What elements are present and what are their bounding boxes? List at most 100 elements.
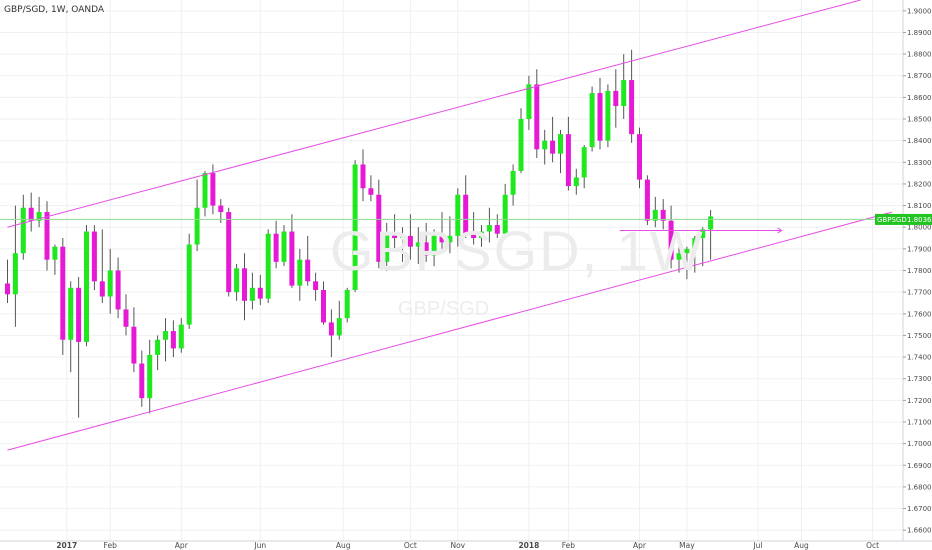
time-tick-label: Jun	[253, 541, 266, 550]
candle-body	[257, 287, 263, 299]
candle-body	[534, 84, 540, 150]
candle-body	[321, 289, 326, 323]
price-tick-label: 1.84000	[907, 137, 932, 145]
candle-body	[550, 140, 556, 154]
candle-body	[28, 207, 34, 221]
grid-lines	[0, 0, 903, 541]
candle-body	[52, 246, 58, 260]
candle-body	[178, 324, 184, 349]
price-tick-label: 1.86000	[907, 94, 932, 102]
time-tick-label: Nov	[450, 541, 465, 550]
candle-body	[486, 225, 492, 232]
candle-body	[542, 140, 548, 150]
channel-lower-line	[7, 211, 893, 451]
candle-body	[12, 253, 18, 295]
candle-body	[684, 248, 690, 254]
candle-body	[210, 173, 216, 206]
candle-body	[194, 207, 200, 245]
candle-body	[439, 235, 445, 243]
candle-body	[558, 134, 563, 154]
candle-body	[265, 233, 271, 299]
candle-body	[708, 216, 714, 230]
price-tick-label: 1.88000	[907, 51, 932, 59]
candle-body	[289, 231, 295, 286]
candle-body	[613, 90, 619, 107]
candle-body	[581, 147, 587, 178]
candle-body	[471, 233, 477, 239]
time-tick-label: 2017	[56, 541, 77, 550]
time-tick-label: Oct	[404, 541, 417, 550]
candle-body	[597, 93, 603, 141]
candle-body	[502, 194, 508, 234]
candle-body	[447, 235, 453, 243]
candle-body	[107, 270, 113, 297]
candle-body	[36, 212, 42, 221]
candle-body	[313, 281, 319, 290]
price-tick-label: 1.75000	[907, 332, 932, 340]
drawings	[0, 0, 903, 451]
candle-body	[115, 270, 121, 310]
price-scale: 1.66000 1.67000 1.68000 1.69000 1.70000 1.710…	[903, 7, 932, 535]
candle-body	[273, 233, 279, 262]
candle-body	[384, 233, 390, 262]
candle-body	[652, 209, 658, 221]
candle-body	[700, 229, 706, 239]
time-tick-label: Feb	[104, 541, 118, 550]
candle-body	[518, 119, 524, 171]
candle-body	[668, 220, 674, 260]
candle-body	[637, 134, 642, 180]
time-tick-label: Jul	[752, 541, 762, 550]
price-tick-label: 1.83000	[907, 159, 932, 167]
price-tick-label: 1.78000	[907, 267, 932, 275]
price-tick-label: 1.81000	[907, 202, 932, 210]
candles	[5, 49, 714, 418]
candle-body	[281, 231, 287, 262]
candle-body	[5, 283, 10, 295]
price-tick-label: 1.80000	[907, 224, 932, 232]
candle-body	[463, 194, 469, 234]
time-tick-label: May	[679, 541, 695, 550]
candle-body	[242, 268, 247, 301]
price-tick-label: 1.77000	[907, 289, 932, 297]
candle-body	[407, 235, 413, 247]
candle-body	[400, 235, 405, 239]
price-tick-label: 1.76000	[907, 310, 932, 318]
chart-header: GBP/SGD, 1W, OANDA	[4, 5, 105, 15]
candle-body	[155, 339, 161, 355]
candle-body	[60, 246, 66, 340]
candle-body	[629, 80, 635, 135]
candle-body	[344, 289, 350, 319]
candle-body	[368, 188, 374, 195]
candle-body	[170, 331, 176, 349]
price-tick-label: 1.73000	[907, 375, 932, 383]
projection-arrow-head	[777, 227, 783, 234]
candle-body	[605, 90, 611, 141]
candle-body	[423, 242, 429, 256]
candle-body	[305, 259, 311, 282]
candle-body	[526, 84, 532, 120]
time-tick-label: 2018	[518, 541, 539, 550]
candle-body	[131, 326, 137, 364]
candle-body	[692, 238, 698, 249]
candle-body	[352, 164, 358, 290]
candle-body	[392, 233, 398, 239]
candle-body	[147, 354, 153, 399]
time-tick-label: Aug	[794, 541, 809, 550]
time-tick-label: Oct	[866, 541, 879, 550]
candle-body	[328, 322, 334, 336]
candle-body	[44, 212, 50, 260]
candle-body	[186, 244, 192, 325]
time-tick-label: Feb	[562, 541, 576, 550]
candle-body	[360, 164, 366, 189]
candle-body	[297, 259, 303, 286]
watermark-symbol: GBPSGD, 1W	[330, 219, 705, 282]
candle-body	[76, 287, 82, 342]
candle-body	[20, 207, 26, 254]
candle-body	[455, 194, 461, 236]
price-tick-label: 1.69000	[907, 462, 932, 470]
candle-body	[249, 287, 255, 301]
price-tag-label: GBPSGD	[877, 216, 907, 224]
time-tick-label: Aug	[336, 541, 351, 550]
